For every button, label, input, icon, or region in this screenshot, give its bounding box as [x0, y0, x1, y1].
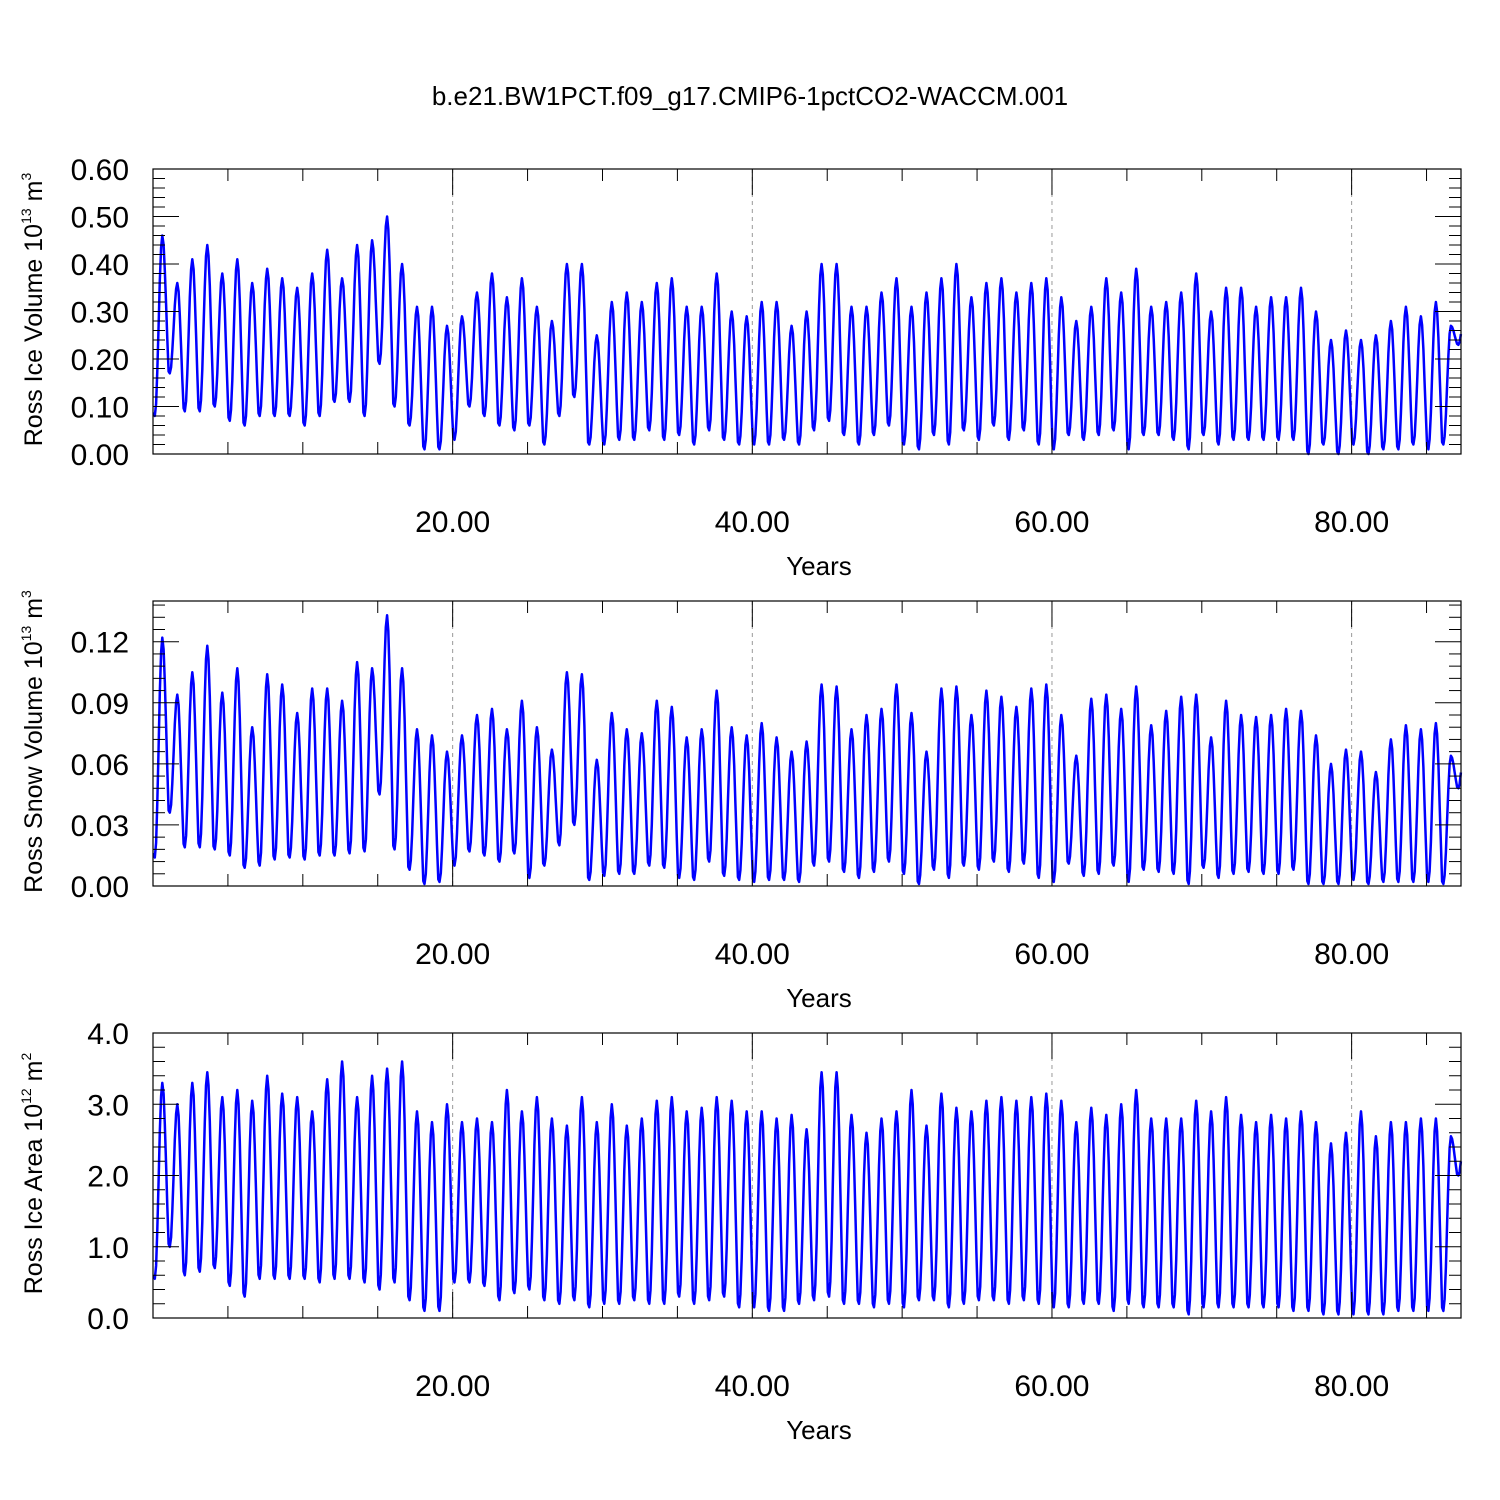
ice-volume-xtick-label: 20.00: [415, 506, 490, 539]
ice-volume-ytick-label: 0.30: [71, 297, 129, 330]
snow-volume-xtick-label: 80.00: [1314, 938, 1389, 971]
panels: 0.00 0.10 0.20 0.30 0.40 0.50 0.60 20.00 40.00 60…: [18, 154, 1463, 1445]
snow-volume-panel: 0.00 0.03 0.06 0.09 0.12 20.00 40.00 60.00 80.00…: [18, 590, 1463, 1013]
ice-volume-ytick-label: 0.10: [71, 392, 129, 425]
ice-volume-ytick-label: 0.40: [71, 249, 129, 282]
ice-area-xtick-label: 20.00: [415, 1370, 490, 1403]
ice-volume-ytick-label: 0.20: [71, 344, 129, 377]
ice-area-series-line: [152, 1060, 1463, 1316]
snow-volume-xtick-label: 60.00: [1014, 938, 1089, 971]
snow-volume-xaxis-label: Years: [786, 983, 852, 1013]
snow-volume-ytick-label: 0.06: [71, 749, 129, 782]
snow-volume-series-line: [152, 614, 1463, 886]
snow-volume-ytick-label: 0.09: [71, 688, 129, 721]
snow-volume-plot-frame: [152, 600, 1462, 887]
ice-volume-yaxis-label: Ross Ice Volume 1013 m3: [18, 173, 48, 447]
snow-volume-ytick-label: 0.03: [71, 810, 129, 843]
ice-area-ytick-label: 1.0: [87, 1232, 129, 1265]
ice-area-xtick-label: 80.00: [1314, 1370, 1389, 1403]
ice-area-ytick-label: 0.0: [87, 1303, 129, 1336]
ice-volume-ytick-label: 0.50: [71, 202, 129, 235]
snow-volume-ytick-label: 0.00: [71, 871, 129, 904]
ice-area-ytick-label: 2.0: [87, 1161, 129, 1194]
ice-volume-ytick-label: 0.60: [71, 154, 129, 187]
snow-volume-xtick-label: 20.00: [415, 938, 490, 971]
ice-volume-panel: 0.00 0.10 0.20 0.30 0.40 0.50 0.60 20.00 40.00 60…: [18, 154, 1463, 581]
ice-volume-series-line: [152, 215, 1463, 456]
ice-volume-xtick-label: 80.00: [1314, 506, 1389, 539]
snow-volume-xtick-label: 40.00: [715, 938, 790, 971]
ice-area-xtick-label: 40.00: [715, 1370, 790, 1403]
ice-area-ytick-label: 4.0: [87, 1018, 129, 1051]
ice-area-xtick-label: 60.00: [1014, 1370, 1089, 1403]
ice-area-ytick-label: 3.0: [87, 1089, 129, 1122]
ice-area-panel: 0.0 1.0 2.0 3.0 4.0 20.00 40.00 60.00 80.00 Years…: [18, 1018, 1463, 1445]
snow-volume-yaxis-label: Ross Snow Volume 1013 m3: [18, 590, 48, 893]
snow-volume-ytick-label: 0.12: [71, 627, 129, 660]
ice-area-yaxis-label: Ross Ice Area 1012 m2: [18, 1053, 48, 1295]
figure-title: b.e21.BW1PCT.f09_g17.CMIP6-1pctCO2-WACCM…: [432, 81, 1068, 111]
ice-volume-xtick-label: 60.00: [1014, 506, 1089, 539]
ice-volume-xtick-label: 40.00: [715, 506, 790, 539]
ice-volume-ytick-label: 0.00: [71, 439, 129, 472]
ice-area-xaxis-label: Years: [786, 1415, 852, 1445]
ice-volume-xaxis-label: Years: [786, 551, 852, 581]
